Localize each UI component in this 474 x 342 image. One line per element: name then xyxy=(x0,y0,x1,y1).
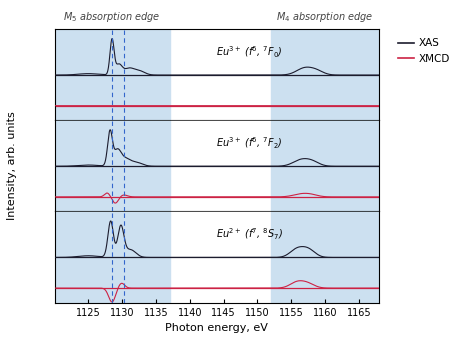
Text: $M_4$ absorption edge: $M_4$ absorption edge xyxy=(276,10,374,24)
Bar xyxy=(55,120,170,211)
Bar xyxy=(271,120,379,211)
Bar xyxy=(55,29,170,120)
Bar xyxy=(55,211,170,303)
Text: Eu$^{3+}$ (f$^6$, $^7F_2$): Eu$^{3+}$ (f$^6$, $^7F_2$) xyxy=(216,135,283,151)
Bar xyxy=(271,211,379,303)
X-axis label: Photon energy, eV: Photon energy, eV xyxy=(165,323,268,333)
Text: Intensity, arb. units: Intensity, arb. units xyxy=(7,111,17,220)
Text: Eu$^{2+}$ (f$^7$, $^8S_7$): Eu$^{2+}$ (f$^7$, $^8S_7$) xyxy=(216,226,283,242)
Legend: XAS, XMCD: XAS, XMCD xyxy=(394,34,455,68)
Bar xyxy=(271,29,379,120)
Text: Eu$^{3+}$ (f$^6$, $^7F_0$): Eu$^{3+}$ (f$^6$, $^7F_0$) xyxy=(216,44,283,60)
Text: $M_5$ absorption edge: $M_5$ absorption edge xyxy=(64,10,161,24)
